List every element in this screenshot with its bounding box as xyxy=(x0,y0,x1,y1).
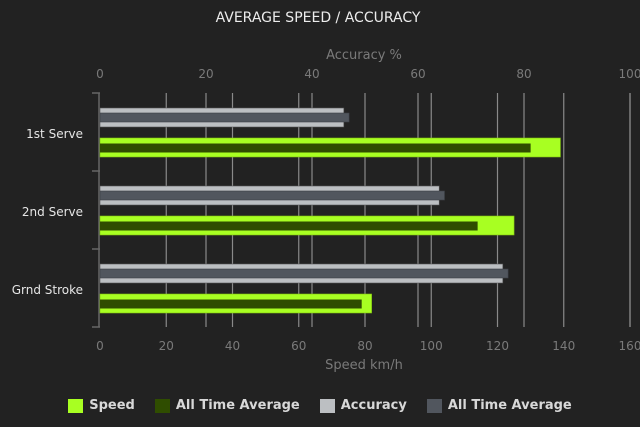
legend-label: All Time Average xyxy=(175,398,300,413)
category-label: Grnd Stroke xyxy=(12,283,83,297)
top-tick-label: 60 xyxy=(410,67,425,81)
bottom-tick-label: 20 xyxy=(159,339,174,353)
legend-label: Accuracy xyxy=(340,398,407,413)
bottom-tick-label: 40 xyxy=(225,339,240,353)
legend-label: Speed xyxy=(89,398,135,413)
legend-label: All Time Average xyxy=(447,398,572,413)
legend-swatch xyxy=(426,398,442,413)
legend-item[interactable]: Speed xyxy=(68,398,135,413)
legend-item[interactable]: All Time Average xyxy=(154,398,300,413)
legend-swatch xyxy=(154,398,170,413)
chart-title: AVERAGE SPEED / ACCURACY xyxy=(216,10,421,26)
legend: Speed All Time Average Accuracy All Time Av… xyxy=(0,398,640,413)
bottom-tick-label: 160 xyxy=(619,339,640,353)
top-tick-label: 40 xyxy=(304,67,319,81)
category-label: 1st Serve xyxy=(26,127,83,141)
bar-accuracy-average xyxy=(99,268,509,279)
top-tick-label: 80 xyxy=(516,67,531,81)
bar-speed-average xyxy=(100,221,478,231)
bottom-tick-label: 120 xyxy=(486,339,509,353)
top-tick-label: 20 xyxy=(198,67,213,81)
bottom-tick-label: 140 xyxy=(552,339,575,353)
legend-item[interactable]: Accuracy xyxy=(319,398,407,413)
bar-speed-average xyxy=(100,299,362,309)
bottom-tick-label: 0 xyxy=(96,339,104,353)
category-label: 2nd Serve xyxy=(22,205,83,219)
bottom-axis-label: Speed km/h xyxy=(325,358,403,373)
top-tick-label: 0 xyxy=(96,67,104,81)
legend-item[interactable]: All Time Average xyxy=(426,398,572,413)
legend-swatch xyxy=(68,398,84,413)
top-axis-label: Accuracy % xyxy=(326,48,402,63)
bar-accuracy-average xyxy=(99,112,350,123)
top-tick-label: 100 xyxy=(619,67,640,81)
bottom-tick-label: 60 xyxy=(291,339,306,353)
bar-accuracy-average xyxy=(99,190,445,201)
legend-swatch xyxy=(319,398,335,413)
bar-speed-average xyxy=(100,143,531,153)
bottom-tick-label: 100 xyxy=(420,339,443,353)
bottom-tick-label: 80 xyxy=(357,339,372,353)
